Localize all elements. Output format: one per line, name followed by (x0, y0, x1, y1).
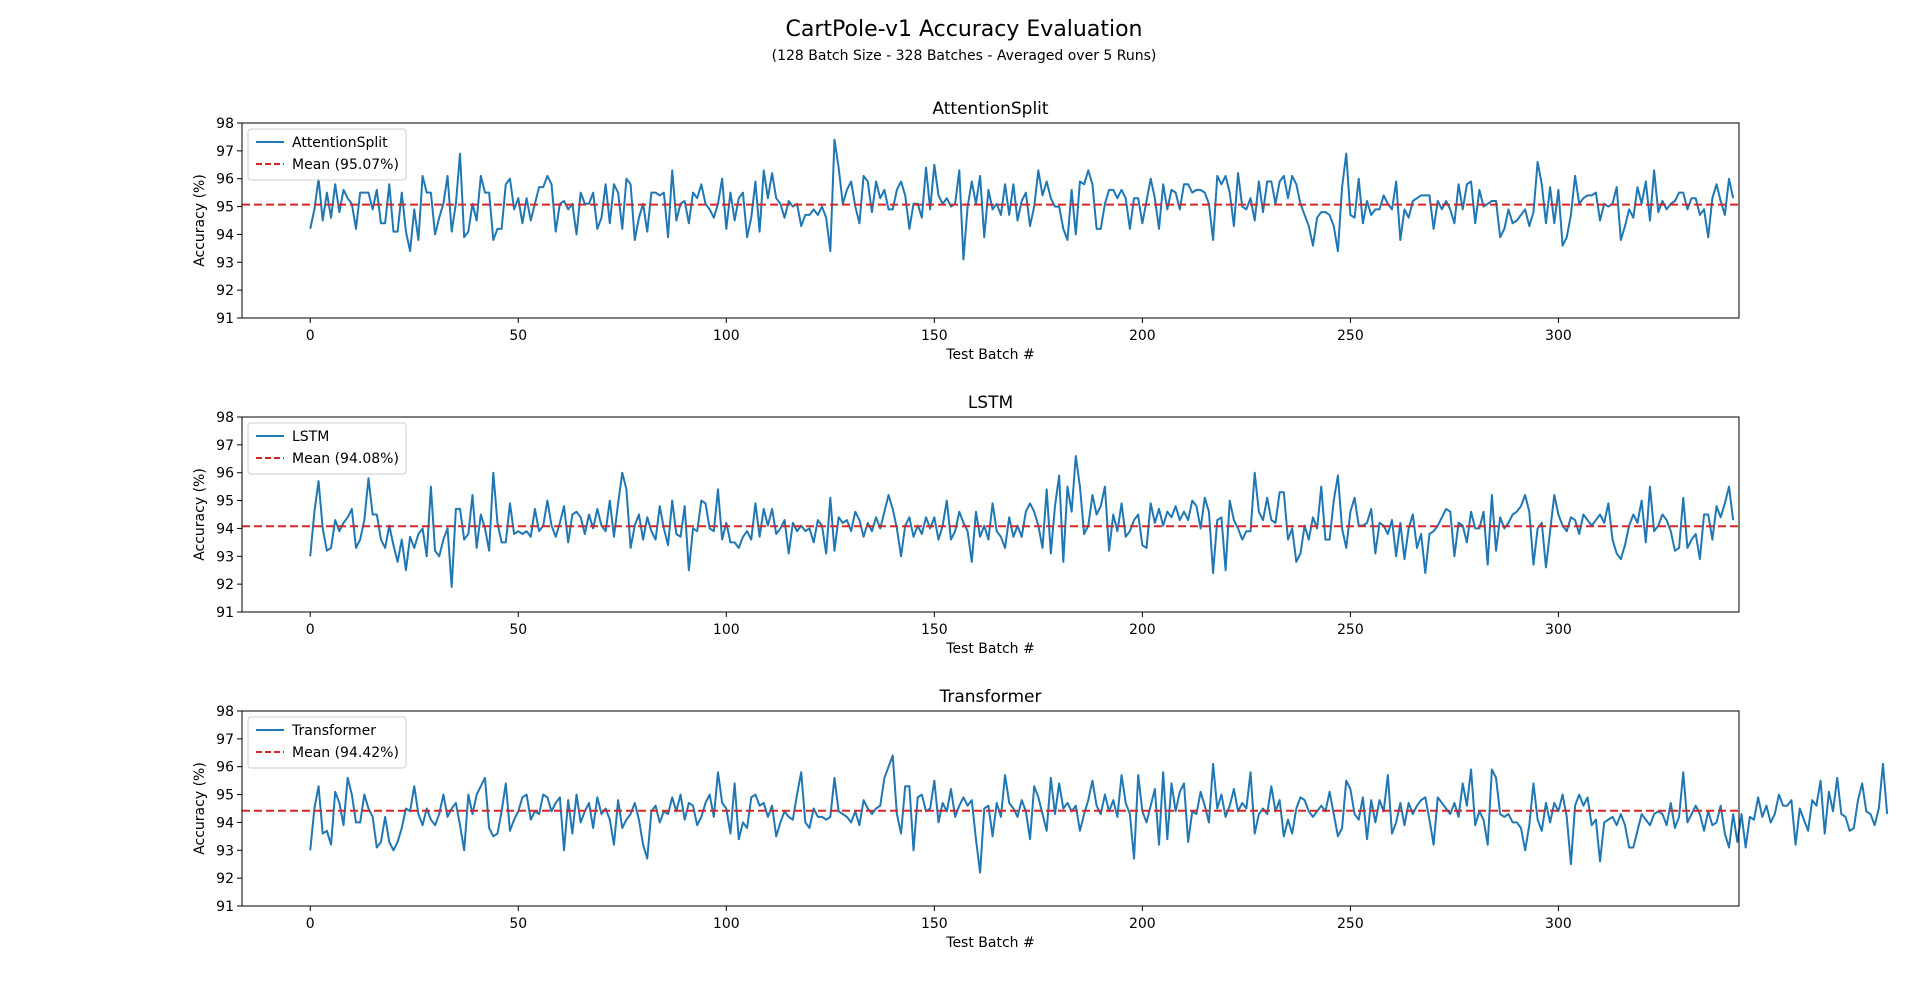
legend-label-mean: Mean (94.08%) (292, 451, 399, 467)
y-tick-label: 92 (216, 283, 234, 299)
y-tick-label: 94 (216, 227, 234, 243)
legend-label-mean: Mean (95.07%) (292, 157, 399, 173)
subplot-2: LSTM 91 92 93 94 95 96 97 98 0 50 100 150 200 250 300 Te… (192, 393, 1740, 657)
figure-title: CartPole-v1 Accuracy Evaluation (786, 17, 1143, 42)
x-tick-label: 50 (509, 622, 527, 638)
x-axis-label: Test Batch # (945, 935, 1034, 951)
legend: Transformer Mean (94.42%) (247, 716, 407, 769)
legend-box (247, 422, 407, 475)
y-axis-label: Accuracy (%) (192, 762, 208, 855)
x-tick-label: 200 (1129, 622, 1156, 638)
y-axis-label: Accuracy (%) (192, 174, 208, 267)
x-tick-label: 100 (713, 328, 740, 344)
subplot-title: LSTM (968, 393, 1013, 413)
y-tick-label: 95 (216, 200, 234, 216)
x-tick-label: 50 (509, 916, 527, 932)
legend-label-series: AttentionSplit (292, 135, 388, 151)
y-tick-label: 97 (216, 732, 234, 748)
subplot-1: AttentionSplit 91 92 93 94 95 96 97 98 0 50 100 150 2… (192, 99, 1740, 363)
legend: AttentionSplit Mean (95.07%) (247, 128, 407, 181)
subplots-group: AttentionSplit 91 92 93 94 95 96 97 98 0 50 100 150 2… (192, 99, 1889, 951)
subplot-title: Transformer (938, 687, 1041, 707)
y-tick-label: 93 (216, 843, 234, 859)
x-tick-label: 300 (1545, 328, 1572, 344)
y-tick-label: 91 (216, 899, 234, 915)
y-axis-label: Accuracy (%) (192, 468, 208, 561)
y-tick-label: 93 (216, 549, 234, 565)
x-tick-label: 100 (713, 622, 740, 638)
x-tick-label: 150 (921, 328, 948, 344)
x-tick-label: 150 (921, 916, 948, 932)
legend-box (247, 716, 407, 769)
figure-subtitle: (128 Batch Size - 328 Batches - Averaged… (772, 48, 1157, 64)
x-tick-label: 0 (306, 916, 315, 932)
y-tick-label: 92 (216, 577, 234, 593)
x-tick-label: 100 (713, 916, 740, 932)
y-tick-label: 93 (216, 255, 234, 271)
y-tick-label: 96 (216, 760, 234, 776)
y-tick-label: 97 (216, 438, 234, 454)
subplot-title: AttentionSplit (932, 99, 1048, 119)
x-tick-label: 0 (306, 622, 315, 638)
x-tick-label: 250 (1337, 622, 1364, 638)
x-tick-label: 200 (1129, 916, 1156, 932)
legend-label-series: LSTM (292, 429, 329, 445)
y-tick-label: 91 (216, 605, 234, 621)
series-line-1 (309, 455, 1735, 588)
x-tick-label: 250 (1337, 328, 1364, 344)
plot-frame (241, 416, 1740, 613)
x-tick-label: 50 (509, 328, 527, 344)
x-axis-label: Test Batch # (945, 347, 1034, 363)
y-tick-label: 94 (216, 815, 234, 831)
series-line-1 (309, 754, 1889, 874)
y-tick-label: 94 (216, 521, 234, 537)
x-tick-label: 250 (1337, 916, 1364, 932)
x-tick-label: 150 (921, 622, 948, 638)
legend-label-mean: Mean (94.42%) (292, 745, 399, 761)
series-line-1 (309, 138, 1735, 261)
y-tick-label: 98 (216, 116, 234, 132)
y-tick-label: 95 (216, 494, 234, 510)
y-tick-label: 95 (216, 788, 234, 804)
legend-box (247, 128, 407, 181)
plot-frame (241, 122, 1740, 319)
legend: LSTM Mean (94.08%) (247, 422, 407, 475)
y-tick-label: 92 (216, 871, 234, 887)
subplot-3: Transformer 91 92 93 94 95 96 97 98 0 50 100 150 200 2… (192, 687, 1889, 951)
y-tick-label: 91 (216, 311, 234, 327)
legend-label-series: Transformer (291, 723, 376, 739)
y-tick-label: 97 (216, 144, 234, 160)
x-axis-label: Test Batch # (945, 641, 1034, 657)
x-tick-label: 200 (1129, 328, 1156, 344)
x-tick-label: 0 (306, 328, 315, 344)
y-tick-label: 98 (216, 410, 234, 426)
y-tick-label: 98 (216, 704, 234, 720)
y-tick-label: 96 (216, 172, 234, 188)
plot-frame (241, 710, 1740, 907)
y-tick-label: 96 (216, 466, 234, 482)
x-tick-label: 300 (1545, 622, 1572, 638)
x-tick-label: 300 (1545, 916, 1572, 932)
